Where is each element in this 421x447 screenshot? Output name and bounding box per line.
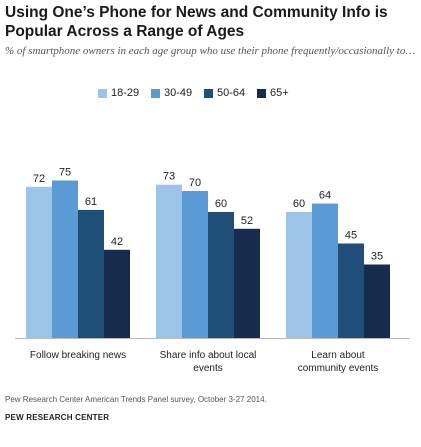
bar-group: 60 64 45 35 — [286, 190, 390, 338]
data-label: 52 — [241, 215, 253, 227]
legend-swatch — [204, 88, 213, 98]
data-label: 75 — [59, 167, 71, 179]
bar-chart: 72 75 61 42 73 70 60 52 60 64 45 35 Follow breaking … — [15, 167, 410, 374]
chart-subtitle: % of smartphone owners in each age group… — [5, 45, 416, 57]
legend-item-50-64: 50-64 — [204, 86, 245, 100]
bar — [286, 212, 312, 338]
data-label: 61 — [85, 196, 97, 208]
bar — [156, 184, 182, 338]
category-label: Follow breaking news — [30, 350, 126, 361]
bar — [234, 228, 260, 338]
data-label: 72 — [33, 173, 45, 185]
bar — [182, 191, 208, 338]
bar — [52, 180, 78, 338]
bar — [26, 186, 52, 338]
category-label: Learn about community events — [298, 350, 379, 374]
legend-label: 65+ — [270, 87, 289, 99]
legend-label: 18-29 — [111, 87, 140, 99]
legend-item-65+: 65+ — [257, 86, 289, 100]
data-label: 70 — [189, 177, 201, 189]
bar — [312, 203, 338, 338]
bar-group: 73 70 60 52 — [156, 171, 260, 338]
bar — [364, 264, 390, 338]
bar — [208, 212, 234, 338]
data-label: 73 — [163, 171, 175, 183]
source-note: Pew Research Center American Trends Pane… — [5, 395, 267, 404]
data-label: 45 — [345, 230, 357, 242]
data-label: 42 — [111, 236, 123, 248]
data-label: 64 — [319, 190, 331, 202]
legend-swatch — [98, 88, 107, 98]
legend-item-30-49: 30-49 — [151, 86, 192, 100]
legend-item-18-29: 18-29 — [98, 86, 139, 100]
bar — [338, 243, 364, 338]
bar-group: 72 75 61 42 — [26, 167, 130, 338]
legend-label: 50-64 — [217, 87, 246, 99]
data-label: 60 — [293, 198, 305, 210]
legend-swatch — [151, 88, 160, 98]
legend-swatch — [257, 88, 266, 98]
chart-title: Using One’s Phone for News and Community… — [5, 4, 388, 40]
data-label: 35 — [371, 251, 383, 263]
organization-name: PEW RESEARCH CENTER — [5, 413, 110, 422]
legend-label: 30-49 — [164, 87, 193, 99]
bar — [104, 249, 130, 338]
bar — [78, 209, 104, 338]
category-label: Share info about local events — [160, 350, 257, 374]
data-label: 60 — [215, 198, 227, 210]
